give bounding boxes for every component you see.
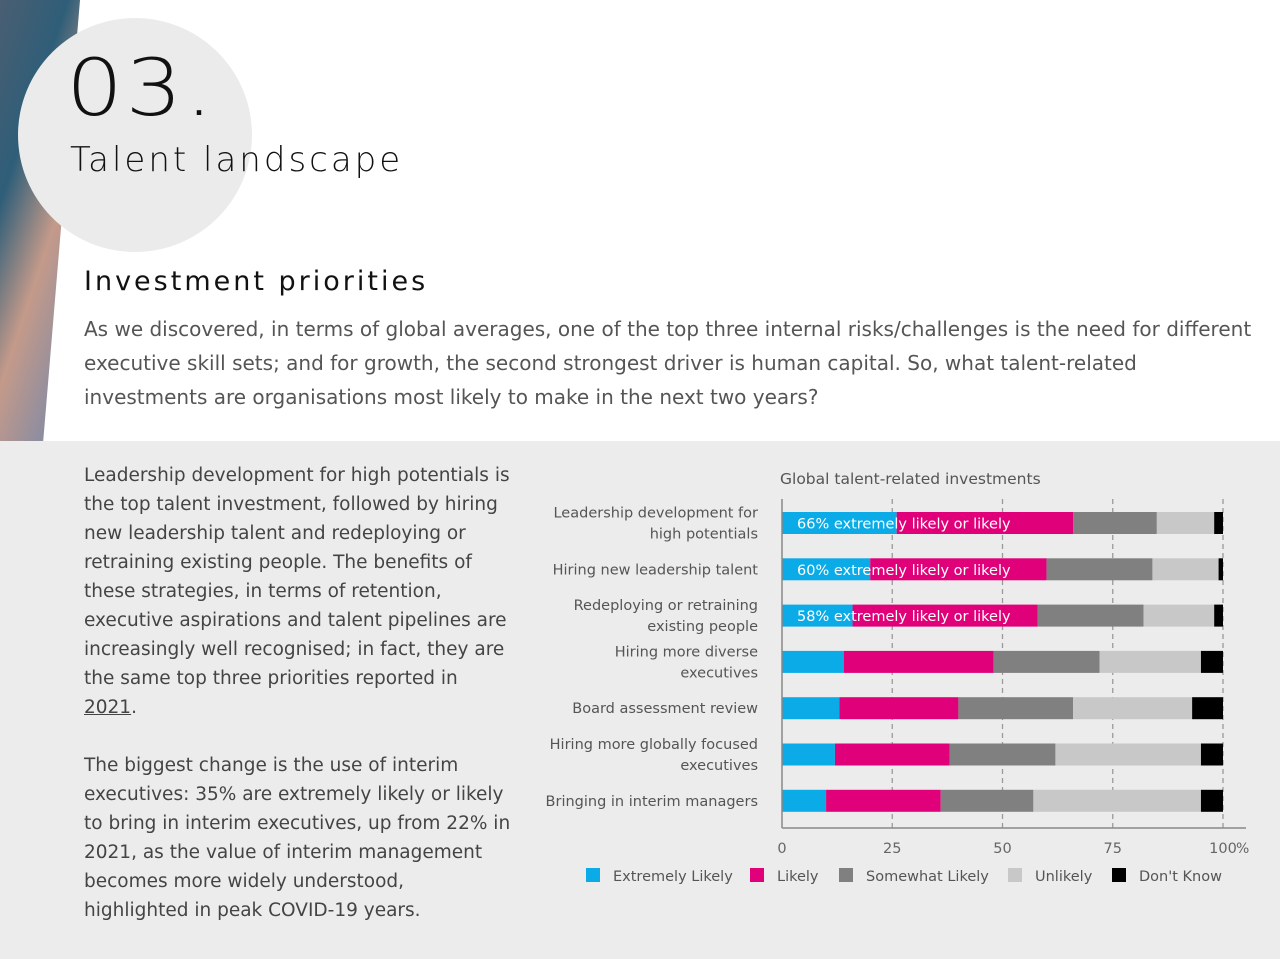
category-label: high potentials xyxy=(650,527,758,543)
legend-label: Likely xyxy=(777,869,819,885)
x-tick-label: 50 xyxy=(993,841,1011,857)
category-label: executives xyxy=(680,665,758,681)
subsection-title: Investment priorities xyxy=(84,266,429,297)
legend-label: Extremely Likely xyxy=(613,869,733,885)
bar-segment xyxy=(1200,743,1223,766)
bar-segment xyxy=(1143,604,1215,627)
year-2021-link[interactable]: 2021 xyxy=(84,697,132,718)
body-paragraph-1: Leadership development for high potentia… xyxy=(84,461,514,722)
category-label: Hiring more globally focused xyxy=(550,737,758,753)
legend-label: Unlikely xyxy=(1035,869,1093,885)
bar-segment xyxy=(1156,512,1215,534)
x-tick-label: 0 xyxy=(777,841,786,857)
x-axis-unit: % xyxy=(1236,841,1249,857)
x-tick-label: 25 xyxy=(883,841,901,857)
bar-segment xyxy=(782,743,835,766)
x-tick-label: 100 xyxy=(1209,841,1237,857)
bar-segment xyxy=(1152,558,1219,581)
bar-segment xyxy=(1218,558,1223,581)
bar-segment xyxy=(870,558,1047,581)
bar-segment xyxy=(1073,697,1193,720)
bar-segment xyxy=(782,512,897,534)
bar-segment xyxy=(1046,558,1153,581)
body-p1-end: . xyxy=(131,697,137,718)
section-title: Talent landscape xyxy=(70,140,404,180)
bar-segment xyxy=(1214,604,1223,627)
bar-segment xyxy=(852,604,1038,627)
bar-segment xyxy=(1073,512,1157,534)
bar-segment xyxy=(782,558,871,581)
bar-segment xyxy=(1055,743,1201,766)
bar-segment xyxy=(782,604,853,627)
intro-paragraph: As we discovered, in terms of global ave… xyxy=(84,317,1252,409)
bar-segment xyxy=(1214,512,1223,534)
section-circle xyxy=(18,18,252,252)
x-tick-label: 75 xyxy=(1104,841,1122,857)
category-label: Redeploying or retraining xyxy=(574,598,758,614)
talent-investments-chart: Global talent-related investments Leaders… xyxy=(546,470,1250,885)
bar-segment xyxy=(834,743,950,766)
bar-segment xyxy=(1200,789,1223,812)
bar-segment xyxy=(949,743,1056,766)
category-label: existing people xyxy=(647,619,758,635)
bar-segment xyxy=(896,512,1074,534)
bar-data-label: 58% extremely likely or likely xyxy=(797,609,1011,625)
bar-segment xyxy=(782,650,844,673)
legend-swatch xyxy=(839,868,853,882)
category-label: executives xyxy=(680,758,758,774)
body-text: Leadership development for high potentia… xyxy=(84,461,514,954)
bar-segment xyxy=(826,789,941,812)
body-p1-text: Leadership development for high potentia… xyxy=(84,465,510,689)
body-paragraph-2: The biggest change is the use of interim… xyxy=(84,755,511,921)
category-label: Hiring new leadership talent xyxy=(553,562,759,578)
bar-segment xyxy=(839,697,959,720)
bar-segment xyxy=(782,697,840,720)
bar-segment xyxy=(782,789,827,812)
bar-segment xyxy=(1099,650,1201,673)
bar-segment xyxy=(1033,789,1201,812)
bar-segment xyxy=(993,650,1100,673)
chart-title: Global talent-related investments xyxy=(780,470,1041,488)
bar-segment xyxy=(940,789,1034,812)
category-label: Bringing in interim managers xyxy=(546,794,758,810)
legend-label: Somewhat Likely xyxy=(866,869,989,885)
bar-segment xyxy=(1200,650,1223,673)
bar-data-label: 66% extremely likely or likely xyxy=(797,517,1011,533)
category-label: Leadership development for xyxy=(553,506,758,522)
bar-segment xyxy=(843,650,994,673)
bar-segment xyxy=(1192,697,1223,720)
bar-segment xyxy=(958,697,1074,720)
legend-swatch xyxy=(1112,868,1126,882)
section-number: 03. xyxy=(66,44,216,134)
bar-data-label: 60% extremely likely or likely xyxy=(797,563,1011,579)
legend-swatch xyxy=(750,868,764,882)
category-label: Hiring more diverse xyxy=(615,644,758,660)
category-label: Board assessment review xyxy=(572,701,758,717)
legend-label: Don't Know xyxy=(1139,869,1222,885)
bar-segment xyxy=(1037,604,1144,627)
legend-swatch xyxy=(1008,868,1022,882)
legend-swatch xyxy=(586,868,600,882)
